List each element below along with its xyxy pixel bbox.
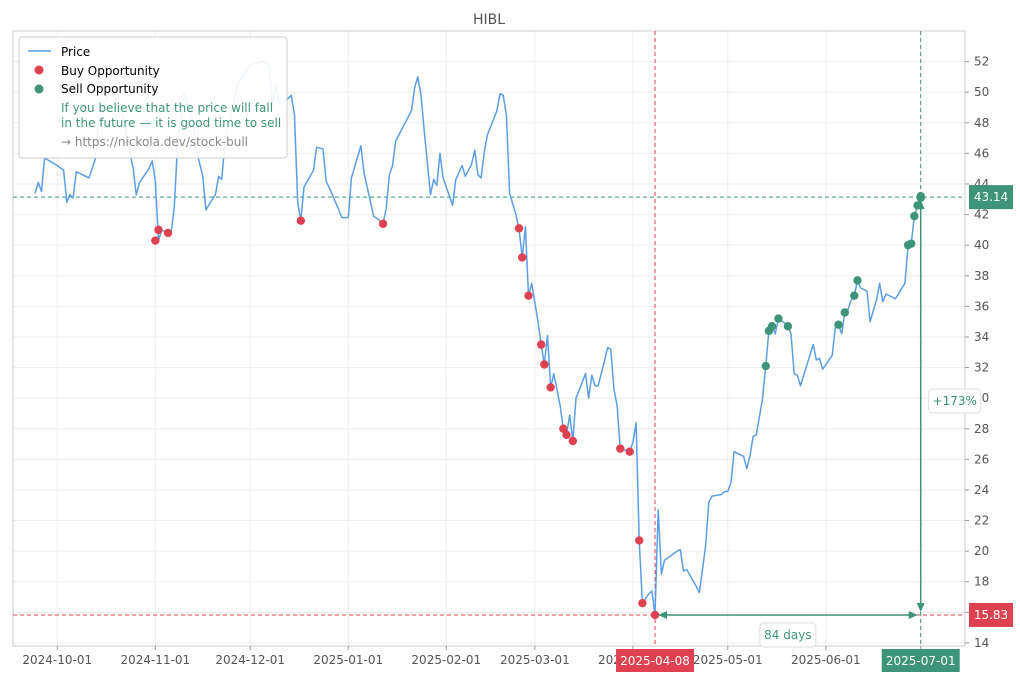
plot-area-frame	[12, 30, 966, 647]
buy-point	[562, 430, 571, 440]
buy-price-label: 15.83	[974, 608, 1008, 622]
legend-sell-label: Sell Opportunity	[61, 82, 159, 96]
sell-point	[840, 308, 850, 317]
y-axis-ticks: 1416182022242628303234363840424446485052	[965, 55, 989, 650]
legend: Price Buy Opportunity Sell Opportunity I…	[18, 36, 288, 159]
sell-point	[767, 322, 777, 331]
sell-point	[783, 322, 793, 331]
buy-point	[616, 444, 625, 453]
sell-point	[774, 314, 783, 323]
buy-point	[650, 610, 660, 620]
y-tick-label: 40	[974, 238, 989, 252]
annotations: +173% 84 days	[658, 200, 982, 648]
x-tick-label: 2025-01-01	[313, 653, 383, 667]
legend-box	[18, 36, 288, 159]
legend-buy-swatch	[34, 65, 44, 75]
holding-period-arrowhead-right	[908, 610, 918, 619]
signal-points-layer	[151, 192, 925, 620]
y-tick-label: 24	[974, 483, 989, 497]
y-tick-label: 22	[974, 514, 989, 528]
sell-date-label: 2025-07-01	[886, 654, 956, 668]
legend-note-line2: in the future — it is good time to sell	[61, 116, 281, 130]
y-tick-label: 46	[974, 146, 989, 160]
x-tick-label: 2025-05-01	[693, 653, 763, 667]
buy-point	[154, 225, 163, 235]
y-tick-label: 14	[974, 636, 989, 650]
buy-point	[635, 536, 644, 545]
gain-arrowhead-top	[916, 200, 925, 210]
legend-price-label: Price	[61, 45, 90, 59]
gain-label-box	[928, 388, 982, 414]
buy-point	[568, 436, 578, 446]
buy-date-label: 2025-04-08	[620, 654, 690, 668]
x-tick-label: 2024-11-01	[120, 653, 190, 667]
gain-arrowhead-bottom	[916, 602, 925, 612]
legend-note-line1: If you believe that the price will fall	[61, 101, 273, 115]
buy-point	[378, 219, 388, 228]
buy-point	[296, 216, 306, 225]
y-tick-label: 42	[974, 208, 989, 222]
legend-sell-swatch	[34, 84, 44, 94]
y-tick-label: 20	[974, 544, 989, 558]
x-tick-label: 2025-03-01	[500, 653, 570, 667]
sell-price-label-box	[969, 185, 1013, 210]
y-tick-label: 48	[974, 116, 989, 130]
buy-point	[638, 598, 647, 608]
sell-point	[853, 276, 862, 285]
y-tick-label: 28	[974, 422, 989, 436]
legend-buy-label: Buy Opportunity	[61, 64, 160, 78]
x-tick-label: 2024-12-01	[215, 653, 285, 667]
y-tick-label: 52	[974, 55, 989, 69]
y-tick-label: 34	[974, 330, 989, 344]
x-tick-label: 2025-02-01	[411, 653, 481, 667]
sell-date-label-box	[881, 649, 960, 672]
buy-point	[524, 291, 533, 300]
gain-label: +173%	[933, 394, 977, 408]
sell-point	[761, 361, 770, 371]
buy-point	[163, 228, 173, 238]
buy-date-label-box	[616, 649, 695, 672]
sell-price-label: 43.14	[974, 190, 1008, 204]
y-tick-label: 26	[974, 452, 989, 466]
y-tick-label: 18	[974, 575, 989, 589]
highlight-labels: 43.14 15.83 2025-04-08 2025-07-01	[616, 185, 1013, 672]
y-tick-label: 32	[974, 361, 989, 375]
buy-point	[514, 224, 524, 233]
x-tick-label: 2024-10-01	[22, 653, 92, 667]
grid	[13, 31, 965, 646]
y-tick-label: 50	[974, 85, 989, 99]
buy-point	[536, 340, 546, 349]
chart-title: HIBL	[473, 12, 505, 28]
duration-label: 84 days	[764, 628, 811, 642]
x-tick-label: 2025-06-01	[791, 653, 861, 667]
sell-point	[850, 291, 859, 300]
holding-period-arrowhead-left	[658, 610, 668, 619]
buy-point	[625, 447, 634, 456]
buy-point	[540, 360, 549, 369]
sell-point	[834, 320, 843, 329]
buy-point	[151, 236, 160, 245]
y-tick-label: 36	[974, 299, 989, 313]
sell-point	[916, 192, 925, 201]
buy-price-label-box	[969, 602, 1013, 627]
sell-point	[907, 239, 916, 248]
buy-point	[518, 253, 527, 262]
x-axis-ticks: 2024-10-01 2024-11-01 2024-12-01 2025-01-01…	[22, 646, 956, 667]
y-tick-label: 38	[974, 269, 989, 283]
legend-link[interactable]: → https://nickola.dev/stock-bull	[61, 135, 248, 149]
duration-label-box	[759, 622, 817, 648]
buy-point	[546, 383, 555, 392]
sell-point	[910, 211, 919, 221]
